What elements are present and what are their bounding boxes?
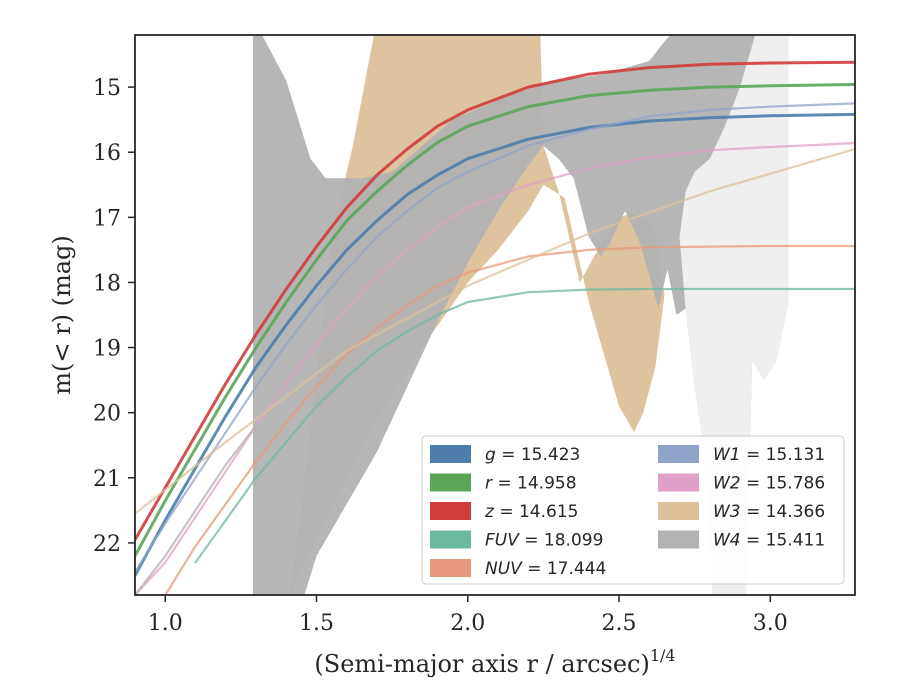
legend-label-w2: W2 = 15.786 xyxy=(713,474,825,494)
legend-label-g: g = 15.423 xyxy=(485,445,580,465)
legend-swatch-nuv xyxy=(430,559,471,577)
legend-swatch-w3 xyxy=(658,502,699,520)
y-tick-label: 20 xyxy=(93,402,121,427)
legend: g = 15.423 r = 14.958 z = 14.615 FUV = 18.0… xyxy=(421,435,845,585)
series-line-nuv xyxy=(164,244,855,595)
y-tick-label: 19 xyxy=(93,337,121,362)
legend-label-w1: W1 = 15.131 xyxy=(713,445,825,465)
y-tick-label: 15 xyxy=(93,76,121,101)
x-tick-label: 2.0 xyxy=(450,611,485,636)
legend-box xyxy=(421,435,845,585)
series-line-w3 xyxy=(135,147,855,515)
legend-label-nuv: NUV = 17.444 xyxy=(485,559,606,579)
series-line-w1 xyxy=(135,102,855,574)
y-tick-label: 18 xyxy=(93,271,121,296)
y-axis-ticks: 15 16 17 18 19 20 21 22 xyxy=(93,76,135,557)
x-axis-label: (Semi-major axis r / arcsec)1/4 xyxy=(314,646,675,678)
shaded-region-w4 xyxy=(252,35,789,595)
x-axis-ticks: 1.0 1.5 2.0 2.5 3.0 xyxy=(148,595,788,636)
series-line-w2 xyxy=(135,142,855,595)
curves xyxy=(135,60,855,595)
legend-label-z: z = 14.615 xyxy=(484,502,578,522)
x-tick-label: 3.0 xyxy=(753,611,788,636)
series-line-w4 xyxy=(135,424,258,595)
legend-swatch-w4 xyxy=(658,530,699,549)
series-line-fuv xyxy=(194,287,855,564)
plot-frame xyxy=(134,34,856,596)
series-line-r xyxy=(135,83,855,558)
y-tick-label: 17 xyxy=(93,206,121,231)
legend-label-w4: W4 = 15.411 xyxy=(713,531,825,551)
y-axis-label: m(< r) (mag) xyxy=(48,235,76,394)
y-tick-label: 16 xyxy=(93,141,121,166)
y-tick-label: 21 xyxy=(93,467,121,492)
legend-label-w3: W3 = 14.366 xyxy=(713,502,825,522)
x-tick-label: 1.5 xyxy=(299,611,334,636)
legend-swatch-g xyxy=(430,445,471,463)
legend-swatch-w1 xyxy=(658,445,699,463)
legend-swatch-w2 xyxy=(658,473,699,492)
series-line-z xyxy=(135,60,855,542)
legend-swatch-z xyxy=(430,502,471,520)
legend-swatch-fuv xyxy=(430,530,471,549)
legend-label-r: r = 14.958 xyxy=(485,474,577,494)
series-line-g xyxy=(135,112,855,577)
x-tick-label: 2.5 xyxy=(602,611,637,636)
x-tick-label: 1.0 xyxy=(148,611,183,636)
legend-swatch-r xyxy=(430,473,471,492)
legend-label-fuv: FUV = 18.099 xyxy=(485,531,603,551)
y-tick-label: 22 xyxy=(93,532,121,557)
